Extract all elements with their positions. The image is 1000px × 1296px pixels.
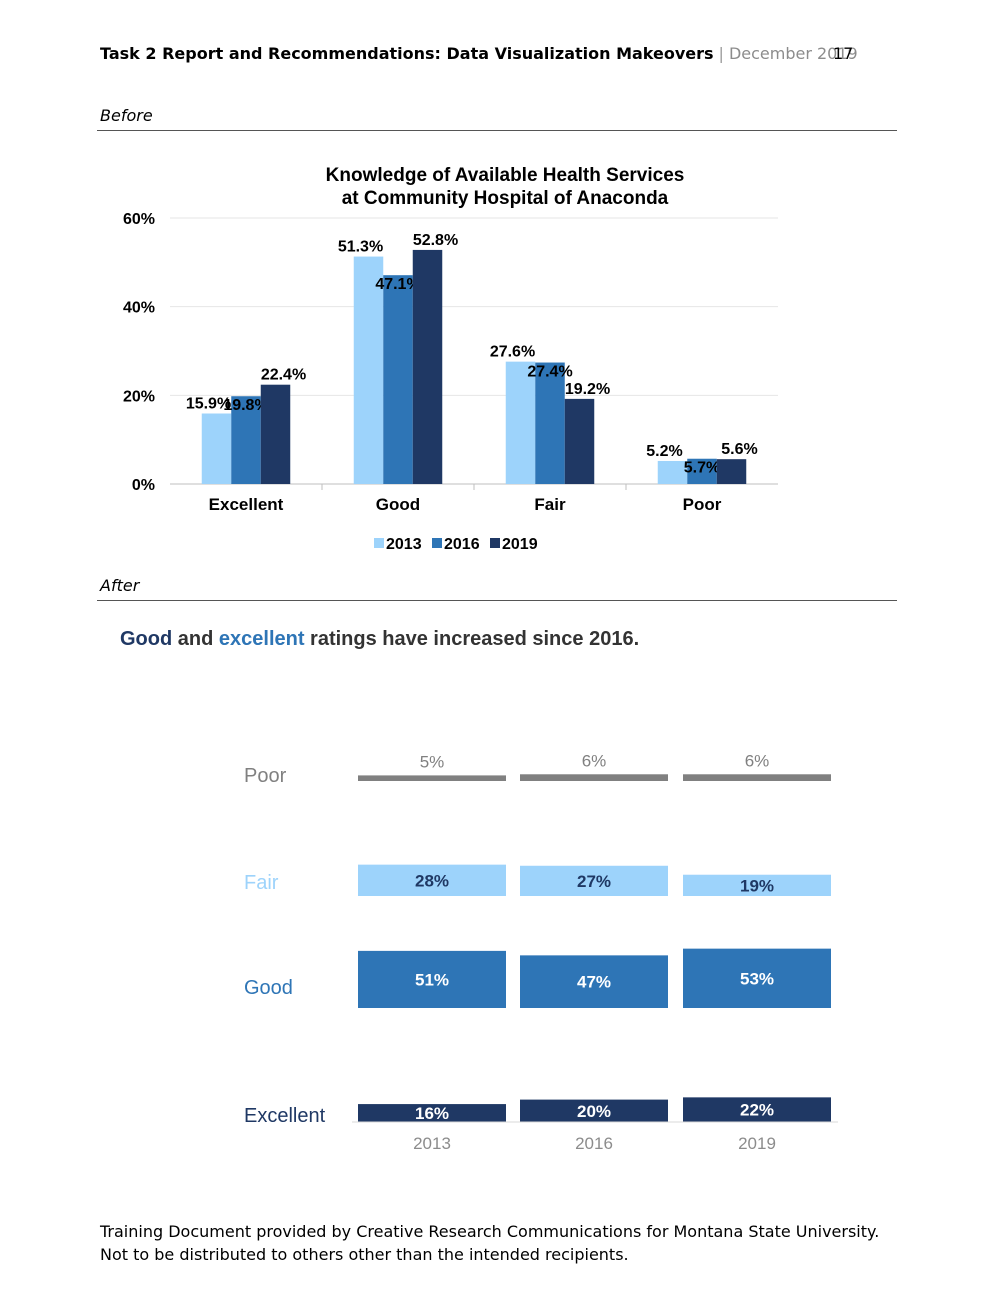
year-label: 2016 [575, 1134, 613, 1153]
value-label: 22% [740, 1101, 774, 1120]
x-category-label: Good [376, 495, 420, 514]
bar-2019 [716, 459, 747, 484]
value-label: 19% [740, 876, 774, 895]
value-label: 53% [740, 969, 774, 988]
bar-2013 [201, 413, 232, 484]
data-label: 15.9% [186, 396, 231, 413]
headline-and: and [172, 628, 219, 650]
legend-label: 2019 [502, 536, 538, 553]
data-label: 27.4% [527, 364, 572, 381]
value-label: 6% [745, 751, 770, 770]
data-label: 51.3% [338, 239, 383, 256]
value-label: 27% [577, 872, 611, 891]
header-separator: | [718, 44, 724, 63]
value-label: 28% [415, 871, 449, 890]
y-tick-label: 0% [132, 477, 155, 494]
bar-2013 [657, 460, 688, 484]
before-label: Before [100, 106, 153, 125]
data-label: 47.1% [375, 276, 420, 293]
bar-2013 [353, 256, 384, 484]
data-label: 5.6% [721, 441, 757, 458]
data-label: 22.4% [261, 367, 306, 384]
page-header: Task 2 Report and Recommendations: Data … [100, 44, 860, 70]
document-title: Task 2 Report and Recommendations: Data … [100, 44, 714, 63]
headline-excellent-word: excellent [218, 628, 305, 650]
bar-excellent [358, 1104, 506, 1122]
row-label: Excellent [244, 1105, 326, 1127]
bar-2016 [535, 362, 565, 484]
value-label: 20% [577, 1102, 611, 1121]
x-category-label: Poor [683, 495, 722, 514]
legend-swatch [432, 538, 442, 548]
bar-excellent [520, 1099, 668, 1122]
bar-poor [683, 774, 831, 781]
value-label: 47% [577, 973, 611, 992]
y-tick-label: 20% [123, 388, 155, 405]
bar-excellent [683, 1097, 831, 1122]
value-label: 5% [420, 752, 445, 771]
y-tick-label: 60% [123, 211, 155, 228]
after-label: After [100, 576, 140, 595]
data-label: 52.8% [413, 232, 458, 249]
data-label: 27.6% [490, 344, 535, 361]
before-chart: Knowledge of Available Health Servicesat… [123, 165, 778, 553]
y-tick-label: 40% [123, 300, 155, 317]
year-label: 2019 [738, 1134, 776, 1153]
data-label: 19.8% [223, 397, 268, 414]
chart-headline: Good and excellent ratings have increase… [120, 628, 639, 651]
bar-2019 [412, 249, 443, 484]
bar-good [520, 955, 668, 1008]
value-label: 51% [415, 970, 449, 989]
data-label: 5.2% [646, 443, 682, 460]
bar-2016 [383, 275, 413, 484]
headline-good-word: Good [120, 628, 173, 650]
bar-poor [520, 774, 668, 781]
row-label: Good [244, 977, 293, 999]
chart-title-line: at Community Hospital of Anaconda [342, 188, 669, 209]
after-divider [97, 600, 897, 601]
legend-label: 2016 [444, 536, 480, 553]
legend-label: 2013 [386, 536, 422, 553]
before-divider [97, 130, 897, 131]
x-category-label: Excellent [209, 495, 284, 514]
after-chart: Poor 5% 6% 6% Fair 28% 27% 19% Good 51% 47% 53% Exce… [244, 751, 838, 1153]
legend-swatch [374, 538, 384, 548]
chart-title-line: Knowledge of Available Health Services [326, 165, 685, 186]
headline-rest: ratings have increased since 2016. [304, 628, 640, 650]
year-label: 2013 [413, 1134, 451, 1153]
data-label: 5.7% [684, 460, 720, 477]
bar-fair [683, 874, 831, 896]
bar-2013 [505, 361, 536, 484]
bar-2019 [564, 398, 595, 484]
page-number: 17 [833, 44, 854, 63]
bar-poor [358, 775, 506, 781]
row-label: Fair [244, 872, 279, 894]
bar-fair [358, 864, 506, 896]
x-category-label: Fair [534, 495, 566, 514]
bar-fair [520, 865, 668, 896]
bar-good [683, 948, 831, 1008]
bar-2019 [260, 384, 291, 484]
value-label: 6% [582, 751, 607, 770]
page-footer: Training Document provided by Creative R… [100, 1222, 880, 1264]
value-label: 16% [415, 1104, 449, 1123]
legend-swatch [490, 538, 500, 548]
bar-2016 [687, 458, 717, 484]
document-date: December 2019 [728, 44, 858, 63]
bar-good [358, 950, 506, 1008]
data-label: 19.2% [565, 381, 610, 398]
bar-2016 [231, 396, 261, 484]
row-label: Poor [244, 765, 287, 787]
